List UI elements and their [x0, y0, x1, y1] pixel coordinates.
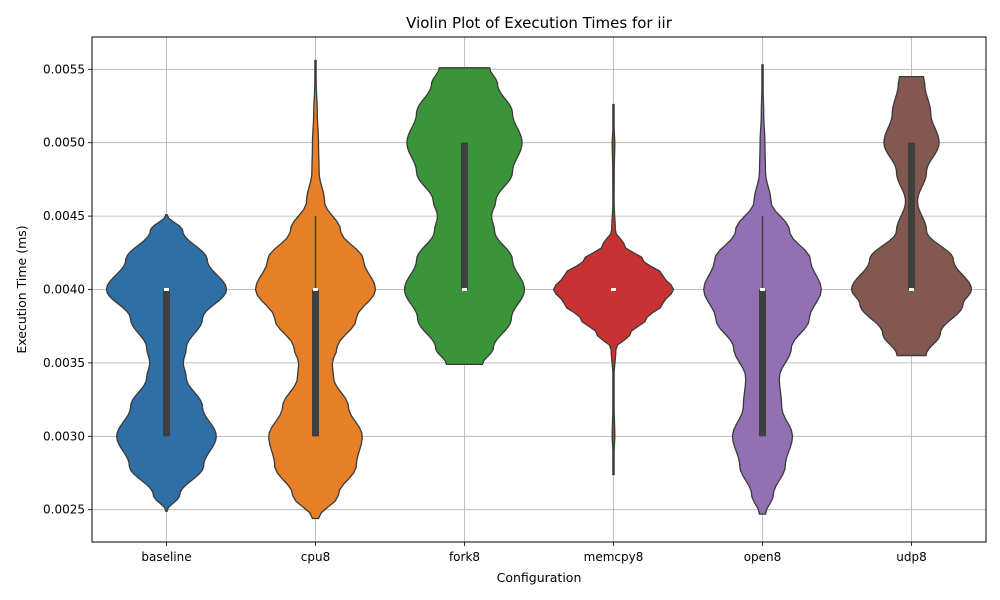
- x-tick-label: fork8: [449, 550, 480, 564]
- violin-baseline: [105, 213, 228, 512]
- y-tick-label: 0.0025: [43, 503, 85, 517]
- violin-cpu8: [254, 59, 377, 520]
- violin-median: [611, 288, 616, 291]
- violin-median: [462, 288, 467, 291]
- x-tick-label: cpu8: [301, 550, 330, 564]
- violin-open8: [703, 64, 822, 515]
- chart-title: Violin Plot of Execution Times for iir: [406, 14, 673, 32]
- x-tick-label: baseline: [141, 550, 191, 564]
- violin-iqr-box: [163, 289, 170, 437]
- x-axis-label: Configuration: [497, 570, 582, 585]
- y-tick-label: 0.0050: [43, 136, 85, 150]
- violin-fork8: [403, 67, 526, 366]
- violin-median: [909, 288, 914, 291]
- y-axis-label: Execution Time (ms): [14, 225, 29, 353]
- violin-iqr-box: [312, 289, 319, 437]
- violin-median: [164, 288, 169, 291]
- violin-iqr-box: [461, 142, 468, 290]
- violin-iqr-box: [759, 289, 766, 437]
- violin-median: [313, 288, 318, 291]
- violin-udp8: [850, 75, 973, 357]
- violin-median: [760, 288, 765, 291]
- y-tick-label: 0.0035: [43, 356, 85, 370]
- violins: [105, 59, 973, 520]
- x-tick-label: open8: [744, 550, 782, 564]
- y-tick-label: 0.0030: [43, 429, 85, 443]
- x-tick-label: memcpy8: [584, 550, 644, 564]
- axis-ticks: 0.0025 0.0030 0.0035 0.0040 0.0045 0.0050 0.00…: [43, 62, 927, 564]
- y-tick-label: 0.0045: [43, 209, 85, 223]
- y-tick-label: 0.0040: [43, 283, 85, 297]
- x-tick-label: udp8: [896, 550, 926, 564]
- violin-iqr-box: [908, 142, 915, 290]
- y-tick-label: 0.0055: [43, 62, 85, 76]
- violin-memcpy8: [552, 103, 675, 476]
